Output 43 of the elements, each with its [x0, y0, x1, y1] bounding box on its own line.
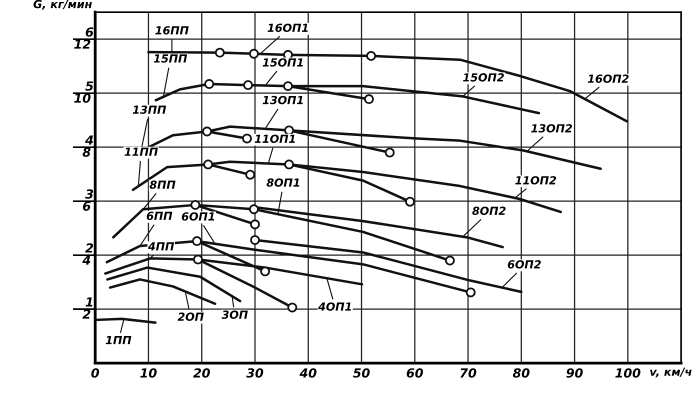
y-tick-label: 2 [85, 243, 94, 253]
annotation: 4ОП1 [318, 302, 352, 311]
annotation: 6ОП2 [508, 260, 541, 269]
annotation: 16ОП2 [588, 74, 629, 83]
y-tick-label: 6 [86, 27, 94, 37]
y2-tick-label: 10 [74, 93, 91, 103]
annotation: 16ПП [155, 26, 189, 35]
x-tick-label: 20 [193, 368, 210, 378]
annotation: 15ОП1 [262, 58, 303, 67]
annotation: 6ПП [146, 212, 172, 220]
annotation: 13ОП1 [262, 96, 303, 104]
x-tick-label: 10 [140, 368, 157, 378]
x-tick-label: 90 [566, 368, 583, 378]
x-tick-label: 100 [615, 368, 640, 378]
annotation: 8ОП2 [472, 206, 506, 216]
annotation: 15ОП2 [463, 73, 504, 82]
annotation: 6ОП1 [182, 212, 214, 221]
y-tick-label: 3 [85, 189, 94, 199]
y2-axis-title: G, кг/мин [34, 0, 92, 10]
x-axis-title: v, км/ч [650, 368, 692, 378]
annotation: 15ПП [154, 54, 188, 63]
annotation: 2ОП [178, 312, 204, 321]
x-tick-label: 30 [246, 368, 264, 378]
annotation: 11ОП2 [515, 176, 556, 184]
x-tick-label: 60 [406, 368, 424, 378]
x-tick-label: 0 [91, 368, 100, 378]
annotation: 13ПП [132, 105, 166, 114]
annotation: 8ПП [150, 180, 176, 189]
x-tick-label: 40 [300, 368, 317, 378]
x-tick-label: 50 [352, 368, 370, 378]
annotation: 13ОП2 [531, 124, 572, 132]
y-tick-label: 1 [86, 297, 92, 307]
x-tick-label: 70 [460, 368, 476, 378]
annotation: 11ОП1 [254, 134, 295, 143]
annotation: 1ПП [106, 336, 132, 344]
y-tick-label: 4 [85, 135, 94, 145]
annotation: 16ОП1 [268, 24, 308, 32]
y-tick-label: 5 [85, 81, 94, 91]
y2-tick-label: 8 [82, 147, 91, 157]
annotation: 4ПП [148, 242, 174, 250]
annotation: 8ОП1 [266, 178, 300, 187]
x-tick-label: 80 [512, 368, 530, 378]
annotation: 3ОП [222, 310, 248, 319]
